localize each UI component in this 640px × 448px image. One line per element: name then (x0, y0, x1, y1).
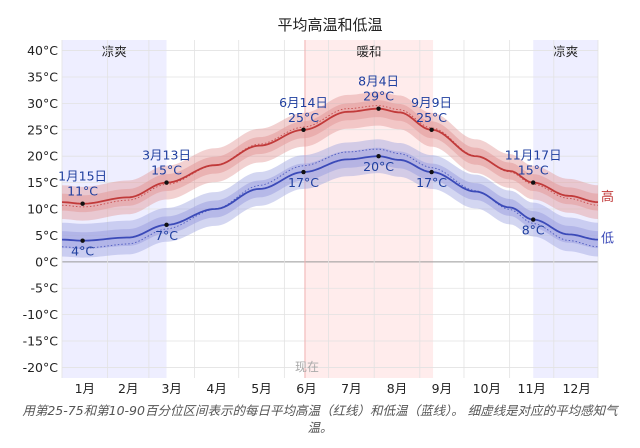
y-tick-label: -15°C (23, 334, 59, 349)
temp-label: 11°C (67, 184, 98, 199)
temp-label: 4°C (71, 244, 94, 259)
data-point (429, 127, 434, 132)
band-outer-low (62, 139, 598, 258)
temp-label: 7°C (155, 228, 178, 243)
season-label: 暖和 (357, 44, 382, 59)
data-point (301, 127, 306, 132)
month-label: 1月 (75, 381, 95, 396)
chart-caption: 用第25-75和第10-90百分位区间表示的每日平均高温（红线）和低温（蓝线）。… (22, 403, 618, 435)
date-label: 1月15日 (58, 169, 107, 184)
y-tick-label: -5°C (31, 281, 59, 296)
month-label: 6月 (296, 381, 316, 396)
data-point (80, 238, 85, 243)
y-tick-label: -20°C (23, 360, 59, 375)
month-label: 8月 (387, 381, 407, 396)
series-line-high (61, 107, 599, 205)
data-point (429, 169, 434, 175)
month-label: 10月 (473, 381, 501, 396)
y-tick-label: 30°C (27, 96, 58, 111)
y-tick-label: 35°C (27, 69, 58, 84)
month-label: 7月 (341, 381, 361, 396)
feels-like-line-low (61, 148, 599, 249)
data-point (531, 180, 536, 185)
data-point (164, 222, 169, 228)
date-label: 9月9日 (411, 95, 452, 110)
temp-label: 25°C (416, 110, 447, 125)
temp-label: 17°C (288, 175, 319, 190)
data-point (531, 217, 536, 222)
temp-label: 15°C (151, 163, 182, 178)
month-label: 12月 (562, 381, 590, 396)
month-label: 4月 (206, 381, 226, 396)
y-tick-label: 10°C (27, 202, 58, 217)
season-label: 凉爽 (102, 44, 127, 59)
y-tick-label: 5°C (35, 228, 58, 243)
series-name-low: 低 (601, 232, 614, 247)
y-tick-label: 20°C (27, 149, 58, 164)
month-label: 9月 (432, 381, 452, 396)
month-label: 3月 (161, 381, 181, 396)
data-point (164, 180, 169, 185)
date-label: 8月4日 (358, 74, 399, 89)
temp-label: 29°C (363, 89, 394, 104)
data-point (301, 169, 306, 175)
temp-label: 17°C (416, 175, 447, 190)
date-label: 3月13日 (142, 148, 191, 163)
data-point (376, 106, 381, 111)
chart-title: 平均高温和低温 (277, 16, 382, 34)
y-tick-label: 25°C (27, 122, 58, 137)
temp-label: 8°C (522, 223, 545, 238)
data-point (376, 153, 381, 159)
month-label: 5月 (251, 381, 271, 396)
y-tick-label: 0°C (35, 254, 58, 269)
season-label: 凉爽 (553, 44, 578, 59)
date-label: 6月14日 (279, 95, 328, 110)
now-label: 现在 (295, 360, 319, 374)
y-tick-label: 15°C (27, 175, 58, 190)
temp-label: 15°C (518, 163, 549, 178)
temp-label: 25°C (288, 110, 319, 125)
series-lines (61, 105, 599, 249)
temp-label: 20°C (363, 159, 394, 174)
axes: -20°C -15°C -10°C -5°C 0°C 5°C 10°C 15°C 20°C 25°… (23, 43, 591, 396)
month-label: 11月 (518, 381, 546, 396)
series-line-low (61, 155, 599, 242)
month-label: 2月 (118, 381, 138, 396)
y-tick-label: -10°C (23, 307, 59, 322)
y-tick-label: 40°C (27, 43, 58, 58)
date-label: 11月17日 (505, 148, 562, 163)
series-name-high: 高 (601, 189, 614, 205)
band-inner-high (62, 100, 598, 213)
data-point (80, 201, 85, 206)
